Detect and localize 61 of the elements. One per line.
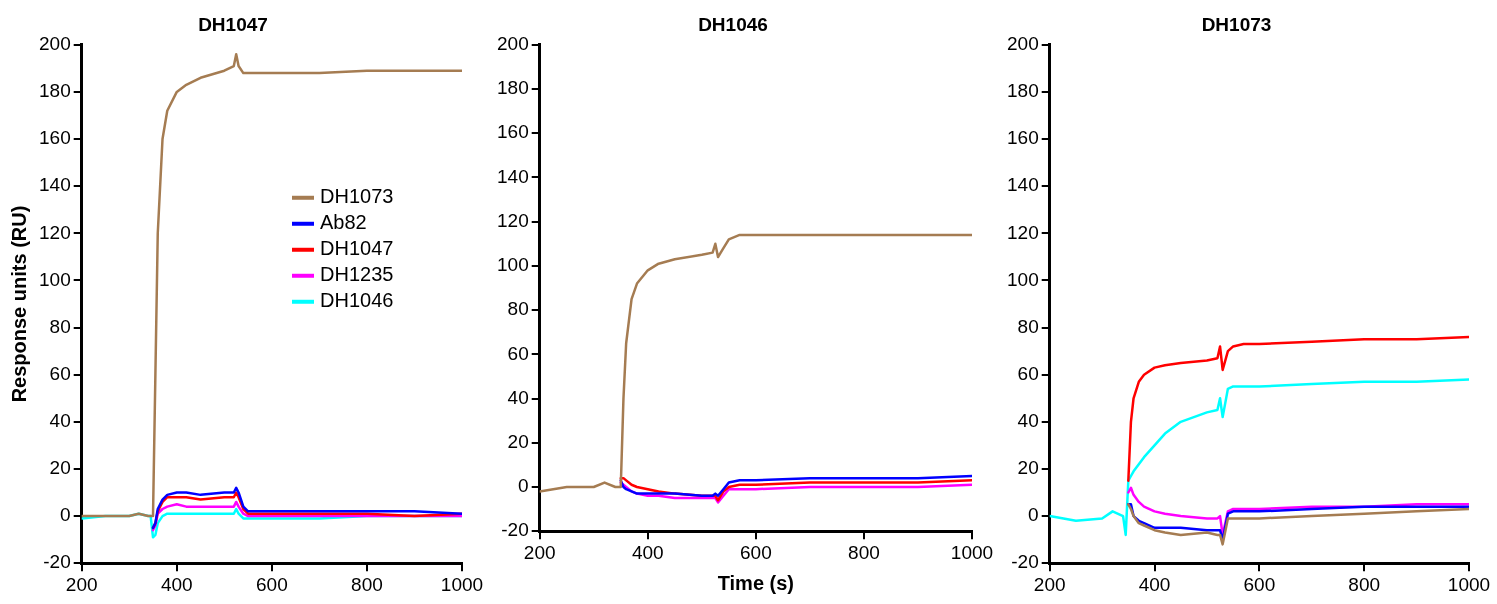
chart-title: DH1046 [698, 13, 768, 35]
x-tick-label: 400 [160, 573, 193, 595]
y-tick-label: 60 [507, 342, 529, 364]
x-tick-label: 800 [1348, 573, 1381, 595]
y-tick-label: 0 [60, 504, 71, 526]
y-tick-label: 80 [1017, 315, 1039, 337]
y-tick-label: 180 [1007, 80, 1039, 102]
x-tick-label: 800 [848, 541, 880, 563]
y-tick-label: 20 [49, 457, 71, 479]
x-tick-label: 1000 [440, 573, 484, 595]
y-tick-label: 40 [507, 386, 529, 408]
y-tick-label: 140 [497, 165, 529, 187]
y-tick-label: 120 [39, 221, 71, 243]
y-tick-label: 180 [497, 77, 529, 99]
x-tick-label: 400 [631, 541, 664, 563]
x-tick-label: 600 [740, 541, 772, 563]
y-tick-label: 160 [39, 127, 71, 149]
legend-label: DH1047 [320, 237, 394, 260]
x-tick-label: 400 [1138, 573, 1171, 595]
x-tick-label: 200 [65, 573, 98, 595]
x-tick-label: 200 [523, 541, 556, 563]
y-tick-label: 0 [518, 475, 529, 497]
y-tick-label: 180 [39, 80, 71, 102]
x-tick-label: 800 [351, 573, 383, 595]
y-tick-label: 200 [39, 33, 71, 55]
y-tick-label: 40 [49, 410, 71, 432]
y-tick-label: 40 [1017, 410, 1039, 432]
chart-title: DH1073 [1201, 13, 1272, 35]
y-tick-label: 200 [1007, 33, 1039, 55]
legend-label: DH1235 [320, 263, 394, 286]
y-tick-label: 60 [49, 362, 71, 384]
y-tick-label: 120 [1007, 221, 1039, 243]
y-tick-label: 100 [1007, 268, 1039, 290]
y-tick-label: 120 [497, 209, 529, 231]
y-tick-label: 100 [39, 268, 71, 290]
y-tick-label: 80 [507, 298, 529, 320]
chart-title: DH1047 [198, 13, 268, 35]
x-tick-label: 1000 [950, 541, 994, 563]
y-tick-label: 140 [1007, 174, 1039, 196]
legend-label: DH1046 [320, 289, 394, 312]
y-tick-label: 160 [1007, 127, 1039, 149]
y-tick-label: 140 [39, 174, 71, 196]
y-axis-title: Response units (RU) [7, 205, 30, 403]
y-tick-label: -20 [501, 519, 529, 541]
y-tick-label: 80 [49, 315, 71, 337]
x-tick-label: 600 [1243, 573, 1276, 595]
y-tick-label: 200 [497, 33, 529, 55]
y-tick-label: 20 [1017, 457, 1039, 479]
legend-label: DH1073 [320, 185, 394, 208]
y-tick-label: 60 [1017, 362, 1039, 384]
y-tick-label: -20 [1011, 551, 1039, 573]
y-tick-label: 0 [1028, 504, 1039, 526]
x-tick-label: 600 [256, 573, 288, 595]
y-tick-label: 100 [497, 254, 529, 276]
legend-label: Ab82 [320, 211, 367, 234]
x-axis-title: Time (s) [717, 571, 795, 594]
x-tick-label: 1000 [1447, 573, 1491, 595]
y-tick-label: 160 [497, 121, 529, 143]
y-tick-label: -20 [43, 551, 71, 573]
y-tick-label: 20 [507, 431, 529, 452]
x-tick-label: 200 [1033, 573, 1066, 595]
